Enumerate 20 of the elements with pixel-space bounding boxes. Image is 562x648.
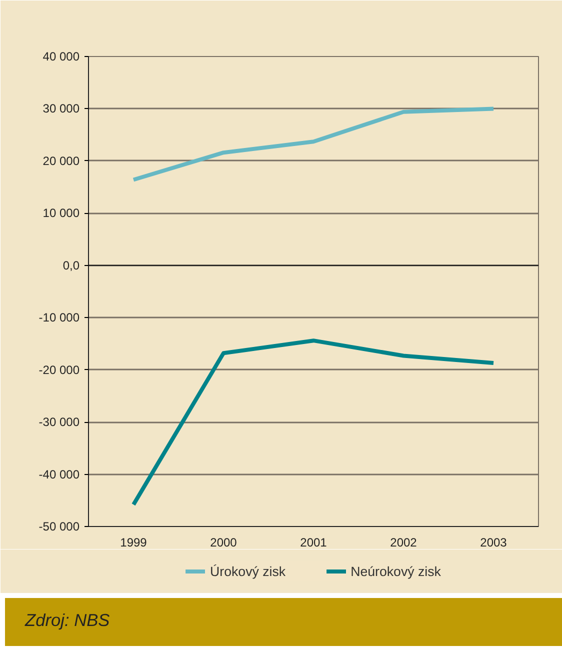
x-tick-label: 2001: [300, 536, 328, 550]
x-tick-label: 2003: [480, 536, 508, 550]
y-tick-label: -10 000: [38, 310, 80, 325]
y-tick-label: 40 000: [42, 50, 80, 64]
x-tick-label: 2000: [210, 536, 238, 550]
text: Zdroj: NBS: [25, 609, 110, 632]
y-tick-label: -20 000: [38, 362, 80, 377]
y-tick-label: 0,0: [62, 258, 80, 272]
line-series: [132, 338, 496, 507]
legend-label: Úrokový zisk: [210, 564, 286, 578]
y-tick-label: 10 000: [42, 206, 80, 220]
y-tick-label: 20 000: [42, 154, 80, 168]
y-tick-label: -30 000: [38, 415, 80, 430]
y-tick-label: -40 000: [38, 467, 80, 482]
y-tick-label: -50 000: [38, 520, 80, 534]
x-tick-label: 1999: [120, 536, 148, 550]
y-tick-label: 30 000: [42, 102, 80, 116]
x-tick-label: 2002: [390, 536, 418, 550]
legend-label: Neúrokový zisk: [350, 564, 441, 578]
line-series: [132, 106, 496, 182]
